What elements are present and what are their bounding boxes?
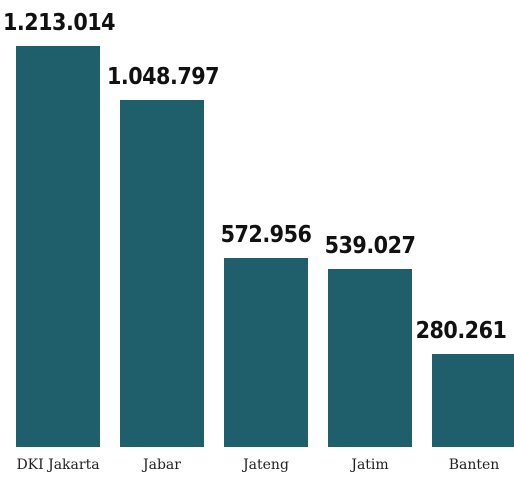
bar xyxy=(16,46,100,447)
category-label: Jatim xyxy=(351,457,389,473)
bar xyxy=(432,354,514,447)
bar xyxy=(120,100,204,447)
value-label: 1.048.797 xyxy=(107,64,220,91)
category-label: Banten xyxy=(448,457,500,473)
value-label: 539.027 xyxy=(324,232,416,259)
value-label: 1.213.014 xyxy=(3,10,116,36)
value-label: 572.956 xyxy=(220,221,312,248)
bar xyxy=(328,268,412,447)
bar xyxy=(224,257,308,447)
category-label: DKI Jakarta xyxy=(16,457,100,473)
category-label: Jateng xyxy=(243,457,289,473)
value-label: 280.261 xyxy=(415,318,507,345)
category-label: Jabar xyxy=(143,457,181,473)
